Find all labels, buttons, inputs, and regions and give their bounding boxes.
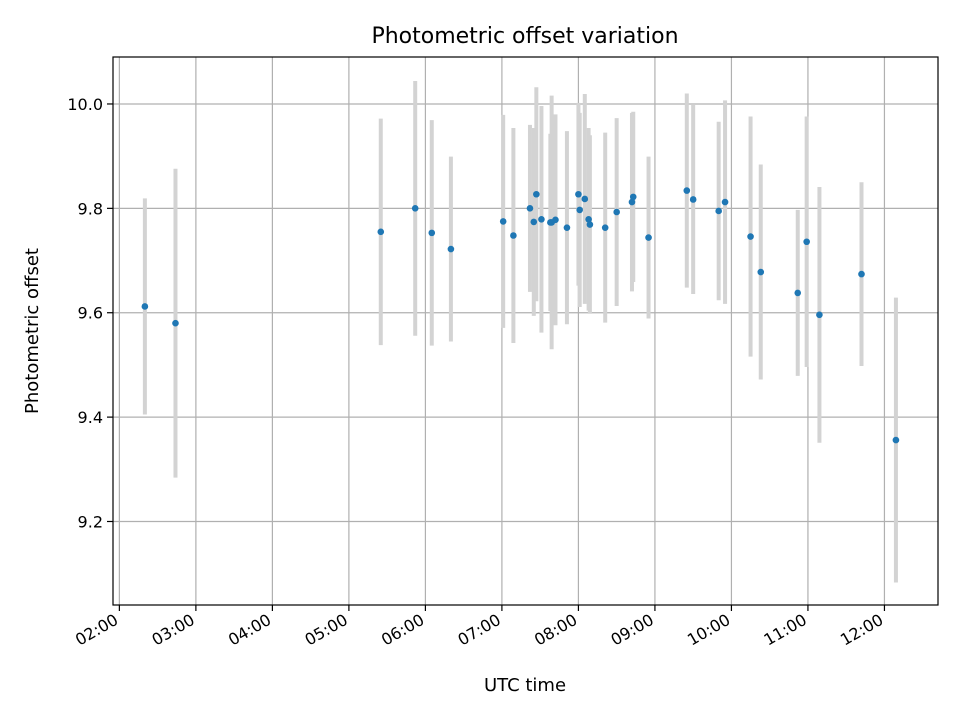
data-point [816,311,823,319]
data-point [613,208,620,216]
data-point [629,193,637,201]
data-point [533,190,540,198]
y-tick-label: 9.6 [78,304,103,323]
data-point [499,218,507,225]
data-point [552,216,559,224]
data-point [172,319,179,327]
y-tick-label: 9.8 [78,199,103,218]
data-point [689,196,697,203]
data-point [628,198,636,206]
data-point [585,216,592,223]
data-point [538,216,545,223]
y-tick-label: 10.0 [67,95,103,114]
data-point [803,238,810,246]
x-axis-label: UTC time [484,675,566,696]
data-point [683,187,691,194]
data-point [411,205,419,212]
data-point [428,229,436,237]
data-point [757,268,765,276]
data-point [645,234,652,241]
y-tick-label: 9.2 [78,512,103,531]
data-point [510,232,517,239]
data-point [576,206,583,214]
data-point [721,198,729,206]
data-point [563,224,571,231]
data-point [586,221,594,228]
data-point [447,245,455,253]
chart-title: Photometric offset variation [371,24,678,49]
data-point [530,218,538,226]
data-point-layer [141,187,900,444]
data-point [526,205,534,212]
data-point [601,224,609,231]
plot-frame [112,56,939,606]
data-point [892,436,900,444]
data-point [747,233,754,240]
y-tick-label: 9.4 [78,408,103,427]
data-point [715,207,722,215]
data-point [141,303,149,310]
data-point [858,270,865,278]
data-point [575,190,582,198]
y-axis-label: Photometric offset [22,248,43,414]
data-point [377,228,385,236]
data-point [794,289,802,297]
data-point [581,195,589,203]
